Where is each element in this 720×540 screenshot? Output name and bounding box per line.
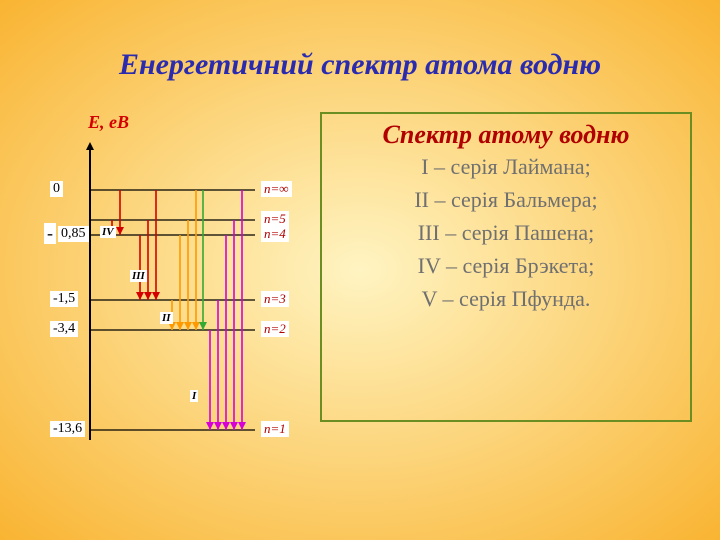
slide-title: Енергетичний спектр атома водню <box>0 48 720 82</box>
energy-diagram: E, еВ n=1-13,6n=2-3,4n=3-1,5n=4-0,85n=5n… <box>40 130 320 460</box>
n-label-1: n=1 <box>261 421 289 437</box>
n-label-3: n=3 <box>261 291 289 307</box>
legend-title: Спектр атому водню <box>322 120 690 150</box>
series-label-III: III <box>130 270 147 282</box>
n-label-6: n=∞ <box>261 181 292 197</box>
e-label-1: -13,6 <box>50 421 85 437</box>
legend-items: I – серія Лаймана;II – серія Бальмера;II… <box>322 150 690 315</box>
e-label-2: -3,4 <box>50 321 78 337</box>
legend-item-1: I – серія Лаймана; <box>322 150 690 183</box>
legend-item-5: V – серія Пфунда. <box>322 282 690 315</box>
slide: Енергетичний спектр атома водню Спектр а… <box>0 0 720 540</box>
e-prefix-4: - <box>44 223 56 244</box>
e-label-4: 0,85 <box>58 226 89 242</box>
series-label-IV: IV <box>100 226 116 238</box>
n-label-5: n=5 <box>261 211 289 227</box>
legend-item-3: III – серія Пашена; <box>322 216 690 249</box>
e-label-3: -1,5 <box>50 291 78 307</box>
series-label-II: II <box>160 312 173 324</box>
e-label-6: 0 <box>50 181 63 197</box>
series-label-I: I <box>190 390 198 402</box>
n-label-2: n=2 <box>261 321 289 337</box>
legend-box: Спектр атому водню I – серія Лаймана;II … <box>320 112 692 422</box>
legend-item-2: II – серія Бальмера; <box>322 183 690 216</box>
legend-item-4: IV – серія Брэкета; <box>322 249 690 282</box>
n-label-4: n=4 <box>261 226 289 242</box>
